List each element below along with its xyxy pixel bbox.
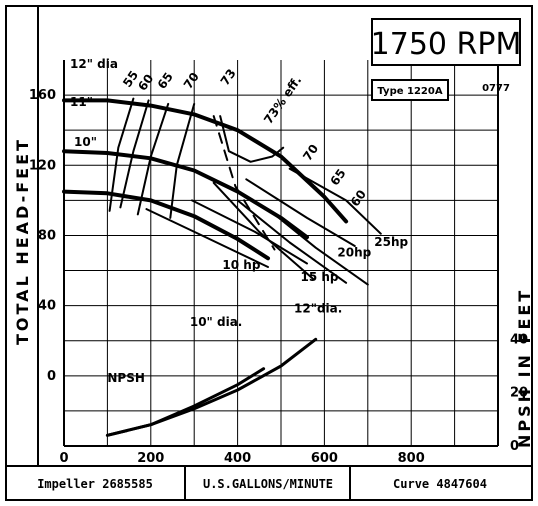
horsepower-line-3	[288, 167, 382, 235]
y-axis-title: TOTAL HEAD-FEET	[13, 137, 32, 345]
horsepower-label-1: 15 hp	[301, 270, 339, 284]
npsh-curve-1	[105, 337, 318, 437]
model-label-box	[371, 79, 449, 101]
horsepower-label-0: 10 hp	[222, 258, 260, 272]
rpm-label-box	[371, 18, 521, 66]
plot-axes: 0 200 400 600 800 0 40 80 120 160 0 20 40	[29, 60, 528, 466]
x-tick-label-0: 0	[59, 451, 68, 466]
series-label-1: 11"	[70, 95, 93, 109]
outer-frame	[5, 5, 533, 501]
efficiency-line-5	[212, 181, 315, 281]
efficiency-line-3	[169, 102, 196, 219]
performance-curves	[62, 97, 382, 437]
npsh-label: NPSH	[107, 371, 145, 385]
y2-axis-title: NPSH IN FEET	[515, 288, 534, 448]
y-tick-label-1: 40	[38, 299, 56, 314]
npsh-curve-label-0: 10" dia.	[190, 315, 243, 329]
y-tick-label-0: 0	[47, 369, 56, 384]
series-label-0: 12" dia	[70, 57, 118, 71]
horsepower-line-0	[145, 208, 269, 268]
y2-tick-label-2: 40	[510, 332, 528, 347]
y-tick-label-4: 160	[29, 88, 56, 103]
x-tick-label-4: 800	[398, 451, 425, 466]
head-curve-2	[62, 189, 270, 261]
chart-title: 1750 RPM	[371, 27, 522, 62]
x-tick-label-3: 600	[311, 451, 338, 466]
impeller-label: Impeller 2685585	[37, 477, 153, 491]
y-tick-label-2: 80	[38, 228, 56, 243]
curve-label: Curve 4847604	[393, 477, 487, 491]
efficiency-line-1	[119, 99, 150, 209]
efficiency-line-0	[108, 97, 135, 212]
footer-units: U.S.GALLONS/MINUTE	[203, 477, 333, 491]
horsepower-label-2: 20hp	[337, 246, 371, 260]
y2-tick-label-1: 20	[510, 386, 528, 401]
y-tick-label-3: 120	[29, 158, 56, 173]
model-label: Type 1220A	[377, 86, 442, 97]
chart-code: 0777	[482, 83, 510, 94]
efficiency-island	[219, 115, 285, 163]
efficiency-line-6	[236, 199, 348, 284]
y2-tick-label-0: 0	[510, 439, 519, 454]
horsepower-line-2	[245, 178, 356, 247]
horsepower-label-3: 25hp	[374, 235, 408, 249]
efficiency-line-4	[212, 115, 276, 251]
head-curve-1	[62, 149, 309, 240]
x-tick-label-1: 200	[137, 451, 164, 466]
series-label-2: 10"	[74, 135, 97, 149]
efficiency-line-2	[136, 102, 170, 216]
efficiency-line-7	[267, 208, 369, 286]
horsepower-line-1	[191, 199, 308, 265]
x-tick-label-2: 400	[224, 451, 251, 466]
npsh-curve-label-1: 12"dia.	[294, 302, 342, 316]
